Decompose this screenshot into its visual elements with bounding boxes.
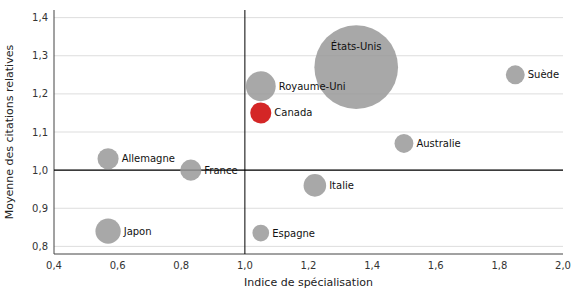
grid-line (54, 208, 563, 209)
bubble-label: Royaume-Uni (279, 81, 346, 92)
y-tick-label: 0,9 (32, 203, 48, 214)
bubble-label: Canada (274, 107, 312, 118)
chart: 0,4 0,6 0,8 1,0 1,2 1,4 1,6 1,8 2,0 0,8 0,9 1,0 1,1 1… (0, 0, 575, 294)
bubble (250, 102, 271, 123)
x-tick-label: 1,8 (491, 260, 507, 271)
y-tick-label: 1,3 (32, 50, 48, 61)
reference-line-y (54, 170, 563, 171)
bubble-label: Espagne (272, 228, 315, 239)
x-tick-label: 1,2 (301, 260, 317, 271)
grid-line (54, 55, 563, 56)
grid-line (54, 93, 563, 94)
bubble (180, 160, 201, 181)
x-tick-label: 2,0 (555, 260, 571, 271)
y-axis-line (54, 10, 55, 254)
x-tick-label: 0,8 (173, 260, 189, 271)
bubble (95, 219, 120, 244)
y-tick-label: 0,8 (32, 241, 48, 252)
bubble (394, 134, 413, 153)
x-tick-label: 0,6 (110, 260, 126, 271)
bubble (98, 148, 119, 169)
bubble (314, 25, 398, 109)
bubble-labels: États-Unis Royaume-Uni Canada Allemagne Fran… (122, 40, 559, 239)
bubble (246, 71, 276, 101)
y-tick-label: 1,4 (32, 12, 48, 23)
bubble (252, 225, 269, 242)
grid-line (54, 246, 563, 247)
y-tick-label: 1,0 (32, 165, 48, 176)
bubble (304, 174, 327, 197)
bubble-label: Allemagne (122, 153, 175, 164)
grid-line (54, 17, 563, 18)
x-tick-label: 1,6 (428, 260, 444, 271)
grid-line (54, 170, 563, 171)
x-tick-label: 0,4 (46, 260, 62, 271)
x-tick-label: 1,4 (364, 260, 380, 271)
x-tick-label: 1,0 (237, 260, 253, 271)
bubble-label: États-Unis (331, 40, 382, 52)
bubble-label: Italie (329, 180, 354, 191)
bubble-label: Japon (123, 226, 152, 237)
y-tick-label: 1,1 (32, 127, 48, 138)
y-axis-label: Moyenne des citations relatives (3, 45, 16, 220)
y-tick-label: 1,2 (32, 88, 48, 99)
bubble (506, 65, 525, 84)
bubbles (95, 25, 524, 243)
bubble-label: France (204, 165, 237, 176)
bubble-label: Australie (416, 138, 460, 149)
grid-line (54, 132, 563, 133)
x-axis-label: Indice de spécialisation (244, 276, 373, 289)
x-axis-line (54, 254, 563, 255)
grid (54, 18, 563, 247)
reference-line-x (244, 10, 245, 254)
bubble-label: Suède (528, 69, 559, 80)
